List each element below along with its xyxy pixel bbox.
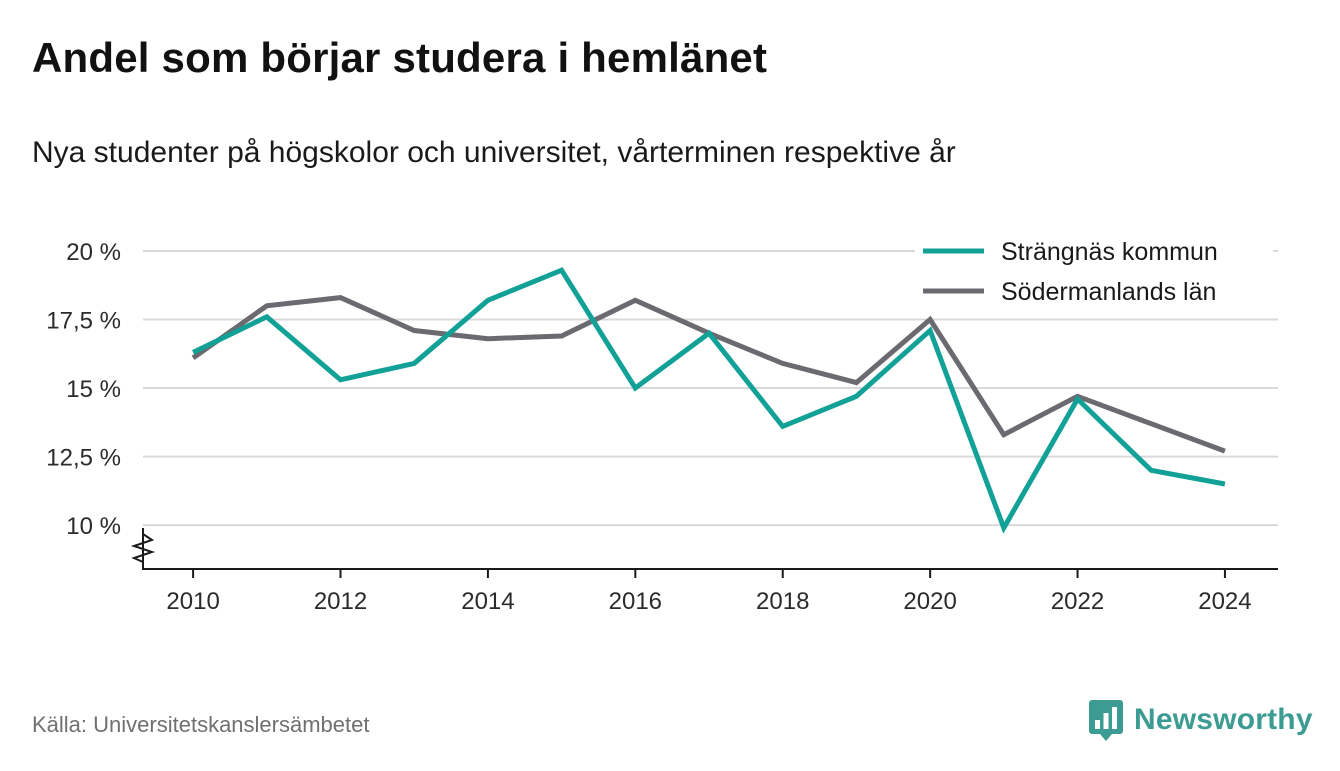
- y-axis-ticks: 10 % 12,5 % 15 % 17,5 % 20 %: [46, 239, 121, 540]
- x-tick-label: 2016: [609, 588, 662, 615]
- x-tick-label: 2020: [903, 588, 956, 615]
- axes: [130, 528, 1278, 570]
- legend-background: [915, 232, 1273, 314]
- series-line-sodermanland: [191, 295, 1226, 454]
- newsworthy-icon: [1089, 700, 1123, 741]
- line-chart: 10 %12,5 %15 %17,5 %20 % 2010 2012 2014 201…: [46, 232, 1278, 615]
- y-tick-label: 15 %: [66, 376, 121, 403]
- axis-break-icon: [130, 533, 156, 563]
- series-line-strangnas: [192, 267, 1226, 534]
- x-tick-label: 2022: [1051, 588, 1104, 615]
- legend-label: Södermanlands län: [1001, 278, 1216, 306]
- y-tick-label: 10 %: [66, 513, 121, 540]
- legend-label: Strängnäs kommun: [1001, 238, 1218, 266]
- x-tick-label: 2012: [314, 588, 367, 615]
- x-tick-label: 2018: [756, 588, 809, 615]
- y-tick-label: 12,5 %: [46, 445, 121, 472]
- source-note: Källa: Universitetskanslersämbetet: [32, 712, 370, 737]
- chart-title: Andel som börjar studera i hemlänet: [32, 34, 768, 81]
- x-tick-label: 2014: [461, 588, 514, 615]
- legend: Strängnäs kommun Södermanlands län: [915, 232, 1273, 314]
- brand-name: Newsworthy: [1134, 703, 1313, 736]
- chart-subtitle: Nya studenter på högskolor och universit…: [32, 136, 956, 169]
- y-tick-label: 17,5 %: [46, 308, 121, 335]
- x-tick-label: 2010: [166, 588, 219, 615]
- y-tick-label: 20 %: [66, 239, 121, 266]
- x-tick-label: 2024: [1198, 588, 1251, 615]
- series-lines: [191, 267, 1226, 534]
- brand-logo: Newsworthy: [1088, 698, 1313, 742]
- x-axis-ticks: 2010 2012 2014 2016 2018 2020 2022 2024: [166, 569, 1252, 615]
